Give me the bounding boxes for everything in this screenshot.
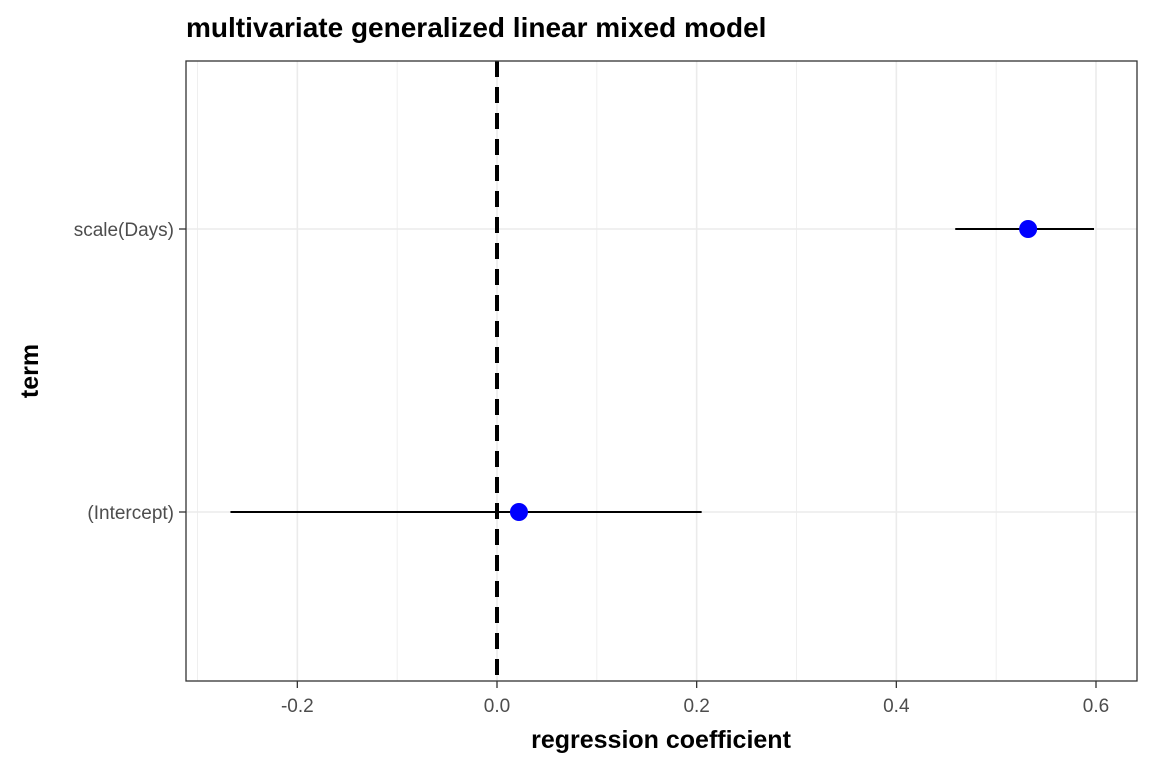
panel-border: [185, 60, 1138, 682]
axes: -0.2 0.0 0.2 0.4 0.6 (Intercept) scale(Days): [74, 220, 1110, 717]
chart-title: multivariate generalized linear mixed mo…: [186, 12, 767, 43]
x-axis-title: regression coefficient: [531, 726, 791, 754]
y-axis-title: term: [16, 344, 44, 398]
data-point: [1019, 220, 1038, 238]
x-tick-label: 0.6: [1083, 696, 1109, 717]
x-tick-label: 0.0: [484, 696, 510, 717]
grid-lines: [186, 61, 1137, 681]
y-tick-label: (Intercept): [87, 503, 174, 524]
data-marks: [230, 220, 1095, 521]
x-tick-label: 0.4: [883, 696, 910, 717]
y-tick-label: scale(Days): [74, 220, 174, 241]
data-point: [509, 503, 528, 521]
x-tick-label: -0.2: [281, 696, 314, 717]
x-tick-label: 0.2: [683, 696, 709, 717]
